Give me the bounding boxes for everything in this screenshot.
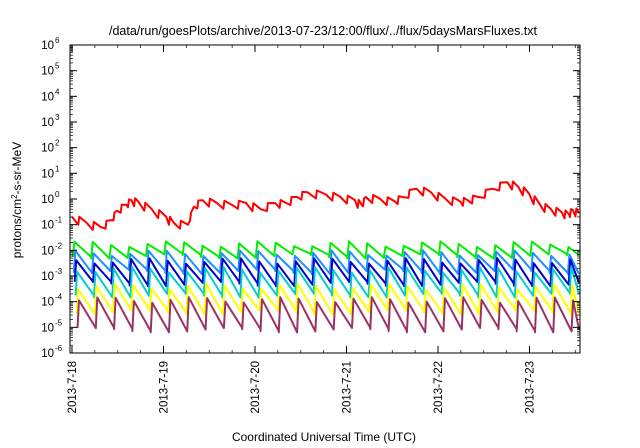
series-line: [71, 240, 580, 260]
y-tick-label-exponent: 3: [55, 113, 60, 122]
y-tick-label-exponent: -1: [55, 216, 63, 225]
y-tick-label-exponent: -3: [55, 267, 63, 276]
series-line: [72, 249, 580, 275]
x-tick-label: 2013-7-18: [67, 361, 79, 413]
y-tick-label-exponent: -4: [55, 293, 63, 302]
y-tick-label: 10: [41, 40, 54, 52]
y-tick-label: 10: [41, 220, 54, 232]
y-axis-label-unit: protons/cm: [10, 199, 24, 258]
y-tick-label: 10: [41, 322, 54, 334]
y-tick-label-exponent: 1: [55, 164, 60, 173]
series-line: [73, 257, 580, 288]
y-tick-label-exponent: 6: [55, 36, 60, 45]
y-tick-label-exponent: 5: [55, 62, 60, 71]
y-tick-label-exponent: 2: [55, 139, 60, 148]
x-tick-label: 2013-7-22: [433, 361, 445, 413]
y-tick-label-exponent: -2: [55, 241, 63, 250]
y-tick-label: 10: [41, 117, 54, 129]
series-layer: [71, 180, 580, 334]
y-tick-label: 10: [41, 168, 54, 180]
x-axis-label: Coordinated Universal Time (UTC): [232, 430, 416, 444]
x-tick-label: 2013-7-21: [342, 361, 354, 413]
chart-title: /data/run/goesPlots/archive/2013-07-23/1…: [109, 24, 538, 38]
y-axis-label-superscript: 2: [10, 194, 19, 199]
y-tick-label: 10: [41, 194, 54, 206]
y-tick-label: 10: [41, 143, 54, 155]
x-tick-label: 2013-7-23: [525, 361, 537, 413]
x-tick-label: 2013-7-20: [250, 361, 262, 413]
series-line: [76, 296, 580, 334]
series-line: [71, 180, 580, 231]
y-axis-label-rest: -s-sr-MeV: [10, 142, 24, 195]
y-axis: 10 -610 -510 -410 -310 -210 -110 010 110 210 310 41…: [41, 36, 580, 360]
y-axis-label: protons/cm2-s-sr-MeV: [10, 142, 25, 258]
x-tick-label: 2013-7-19: [159, 361, 171, 413]
y-tick-label: 10: [41, 66, 54, 78]
y-tick-label-exponent: -6: [55, 344, 63, 353]
y-tick-label: 10: [41, 348, 54, 360]
y-tick-label: 10: [41, 271, 54, 283]
x-axis: 2013-7-18 2013-7-19 2013-7-20 2013-7-21 2013…: [67, 45, 576, 413]
y-tick-label-exponent: -5: [55, 318, 63, 327]
y-tick-label-exponent: 0: [55, 190, 60, 199]
series-line: [75, 282, 580, 316]
y-tick-label: 10: [41, 91, 54, 103]
series-line: [74, 266, 580, 299]
y-tick-label: 10: [41, 297, 54, 309]
y-tick-label: 10: [41, 245, 54, 257]
y-tick-label-exponent: 4: [55, 87, 60, 96]
